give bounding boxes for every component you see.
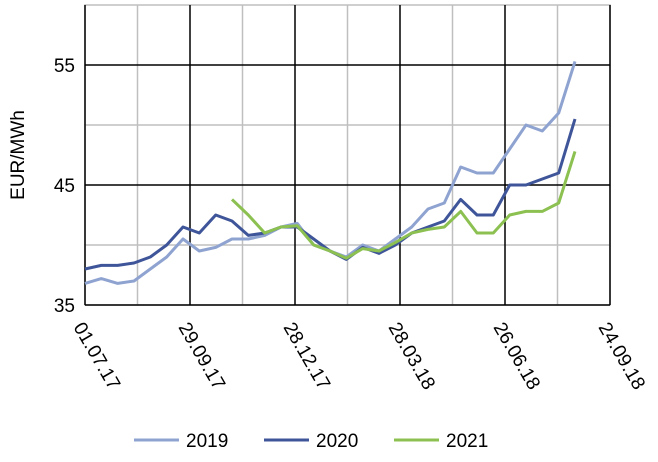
legend-label: 2020 xyxy=(316,431,358,452)
x-tick-label: 24.09.18 xyxy=(594,319,649,394)
x-tick-label: 01.07.17 xyxy=(69,319,124,394)
y-tick-label: 35 xyxy=(54,296,75,317)
x-tick-label: 28.12.17 xyxy=(279,319,334,394)
series-line xyxy=(230,150,577,260)
x-tick-label: 28.03.18 xyxy=(384,319,439,394)
legend-label: 2019 xyxy=(186,431,228,452)
x-tick-label: 26.06.18 xyxy=(489,319,544,394)
y-tick-label: 55 xyxy=(54,56,75,77)
series-line xyxy=(84,118,577,271)
y-axis-label: EUR/MWh xyxy=(8,110,29,200)
legend-label: 2021 xyxy=(446,431,488,452)
x-tick-label: 29.09.17 xyxy=(174,319,229,394)
y-tick-label: 45 xyxy=(54,176,75,197)
